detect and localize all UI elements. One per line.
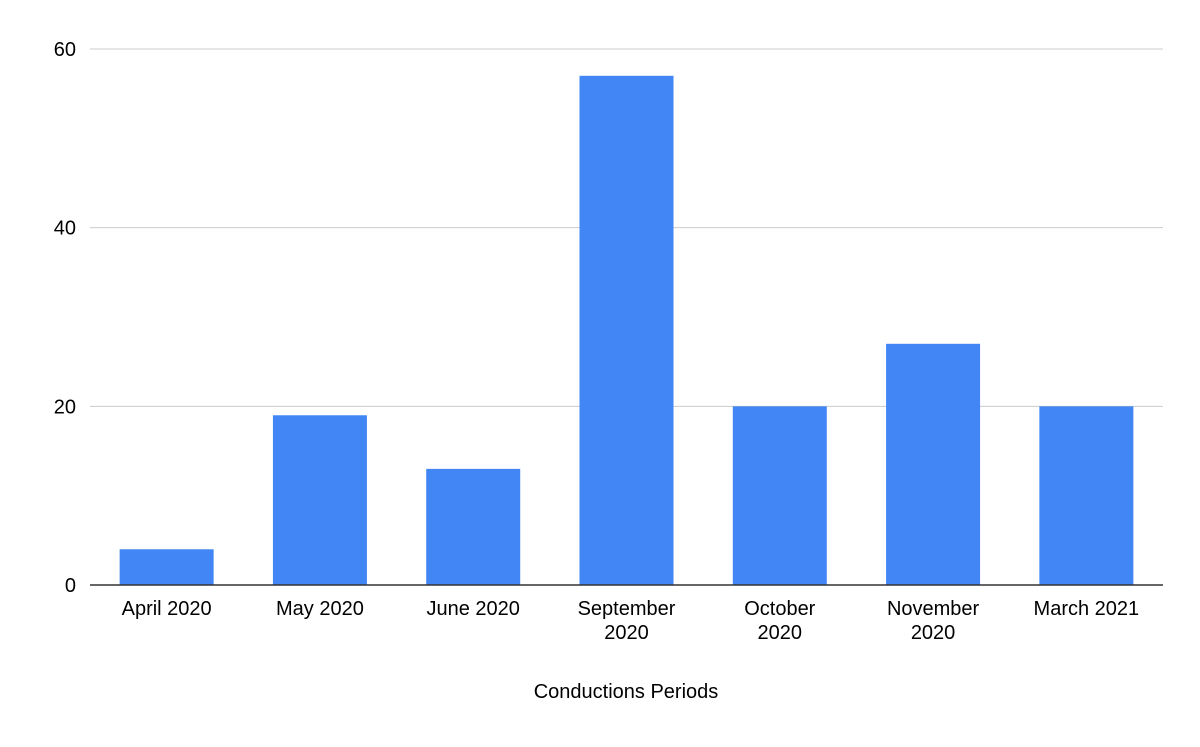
bar — [579, 75, 674, 586]
bars — [119, 75, 1134, 586]
y-tick-label: 60 — [54, 39, 76, 61]
x-tick-label: June 2020 — [427, 598, 520, 620]
bar — [732, 406, 827, 585]
y-axis-ticks: 0 20 40 60 — [54, 39, 76, 597]
x-tick-label: March 2021 — [1034, 598, 1140, 620]
bar — [1039, 406, 1134, 585]
y-tick-label: 20 — [54, 396, 76, 418]
x-tick-label: 2020 — [758, 622, 803, 644]
bar — [272, 415, 367, 585]
x-tick-label: September — [578, 598, 676, 620]
x-tick-label: October — [744, 598, 815, 620]
x-tick-label: November — [887, 598, 980, 620]
bar — [426, 468, 521, 585]
y-tick-label: 0 — [65, 575, 76, 597]
x-axis-title: Conductions Periods — [534, 681, 719, 703]
x-axis-ticks: April 2020 May 2020 June 2020 September2020… — [122, 598, 1140, 644]
bar — [119, 549, 214, 585]
x-tick-label: 2020 — [604, 622, 649, 644]
x-tick-label: 2020 — [911, 622, 956, 644]
x-tick-label: May 2020 — [276, 598, 364, 620]
bar — [886, 343, 981, 585]
y-tick-label: 40 — [54, 218, 76, 240]
x-tick-label: April 2020 — [122, 598, 212, 620]
